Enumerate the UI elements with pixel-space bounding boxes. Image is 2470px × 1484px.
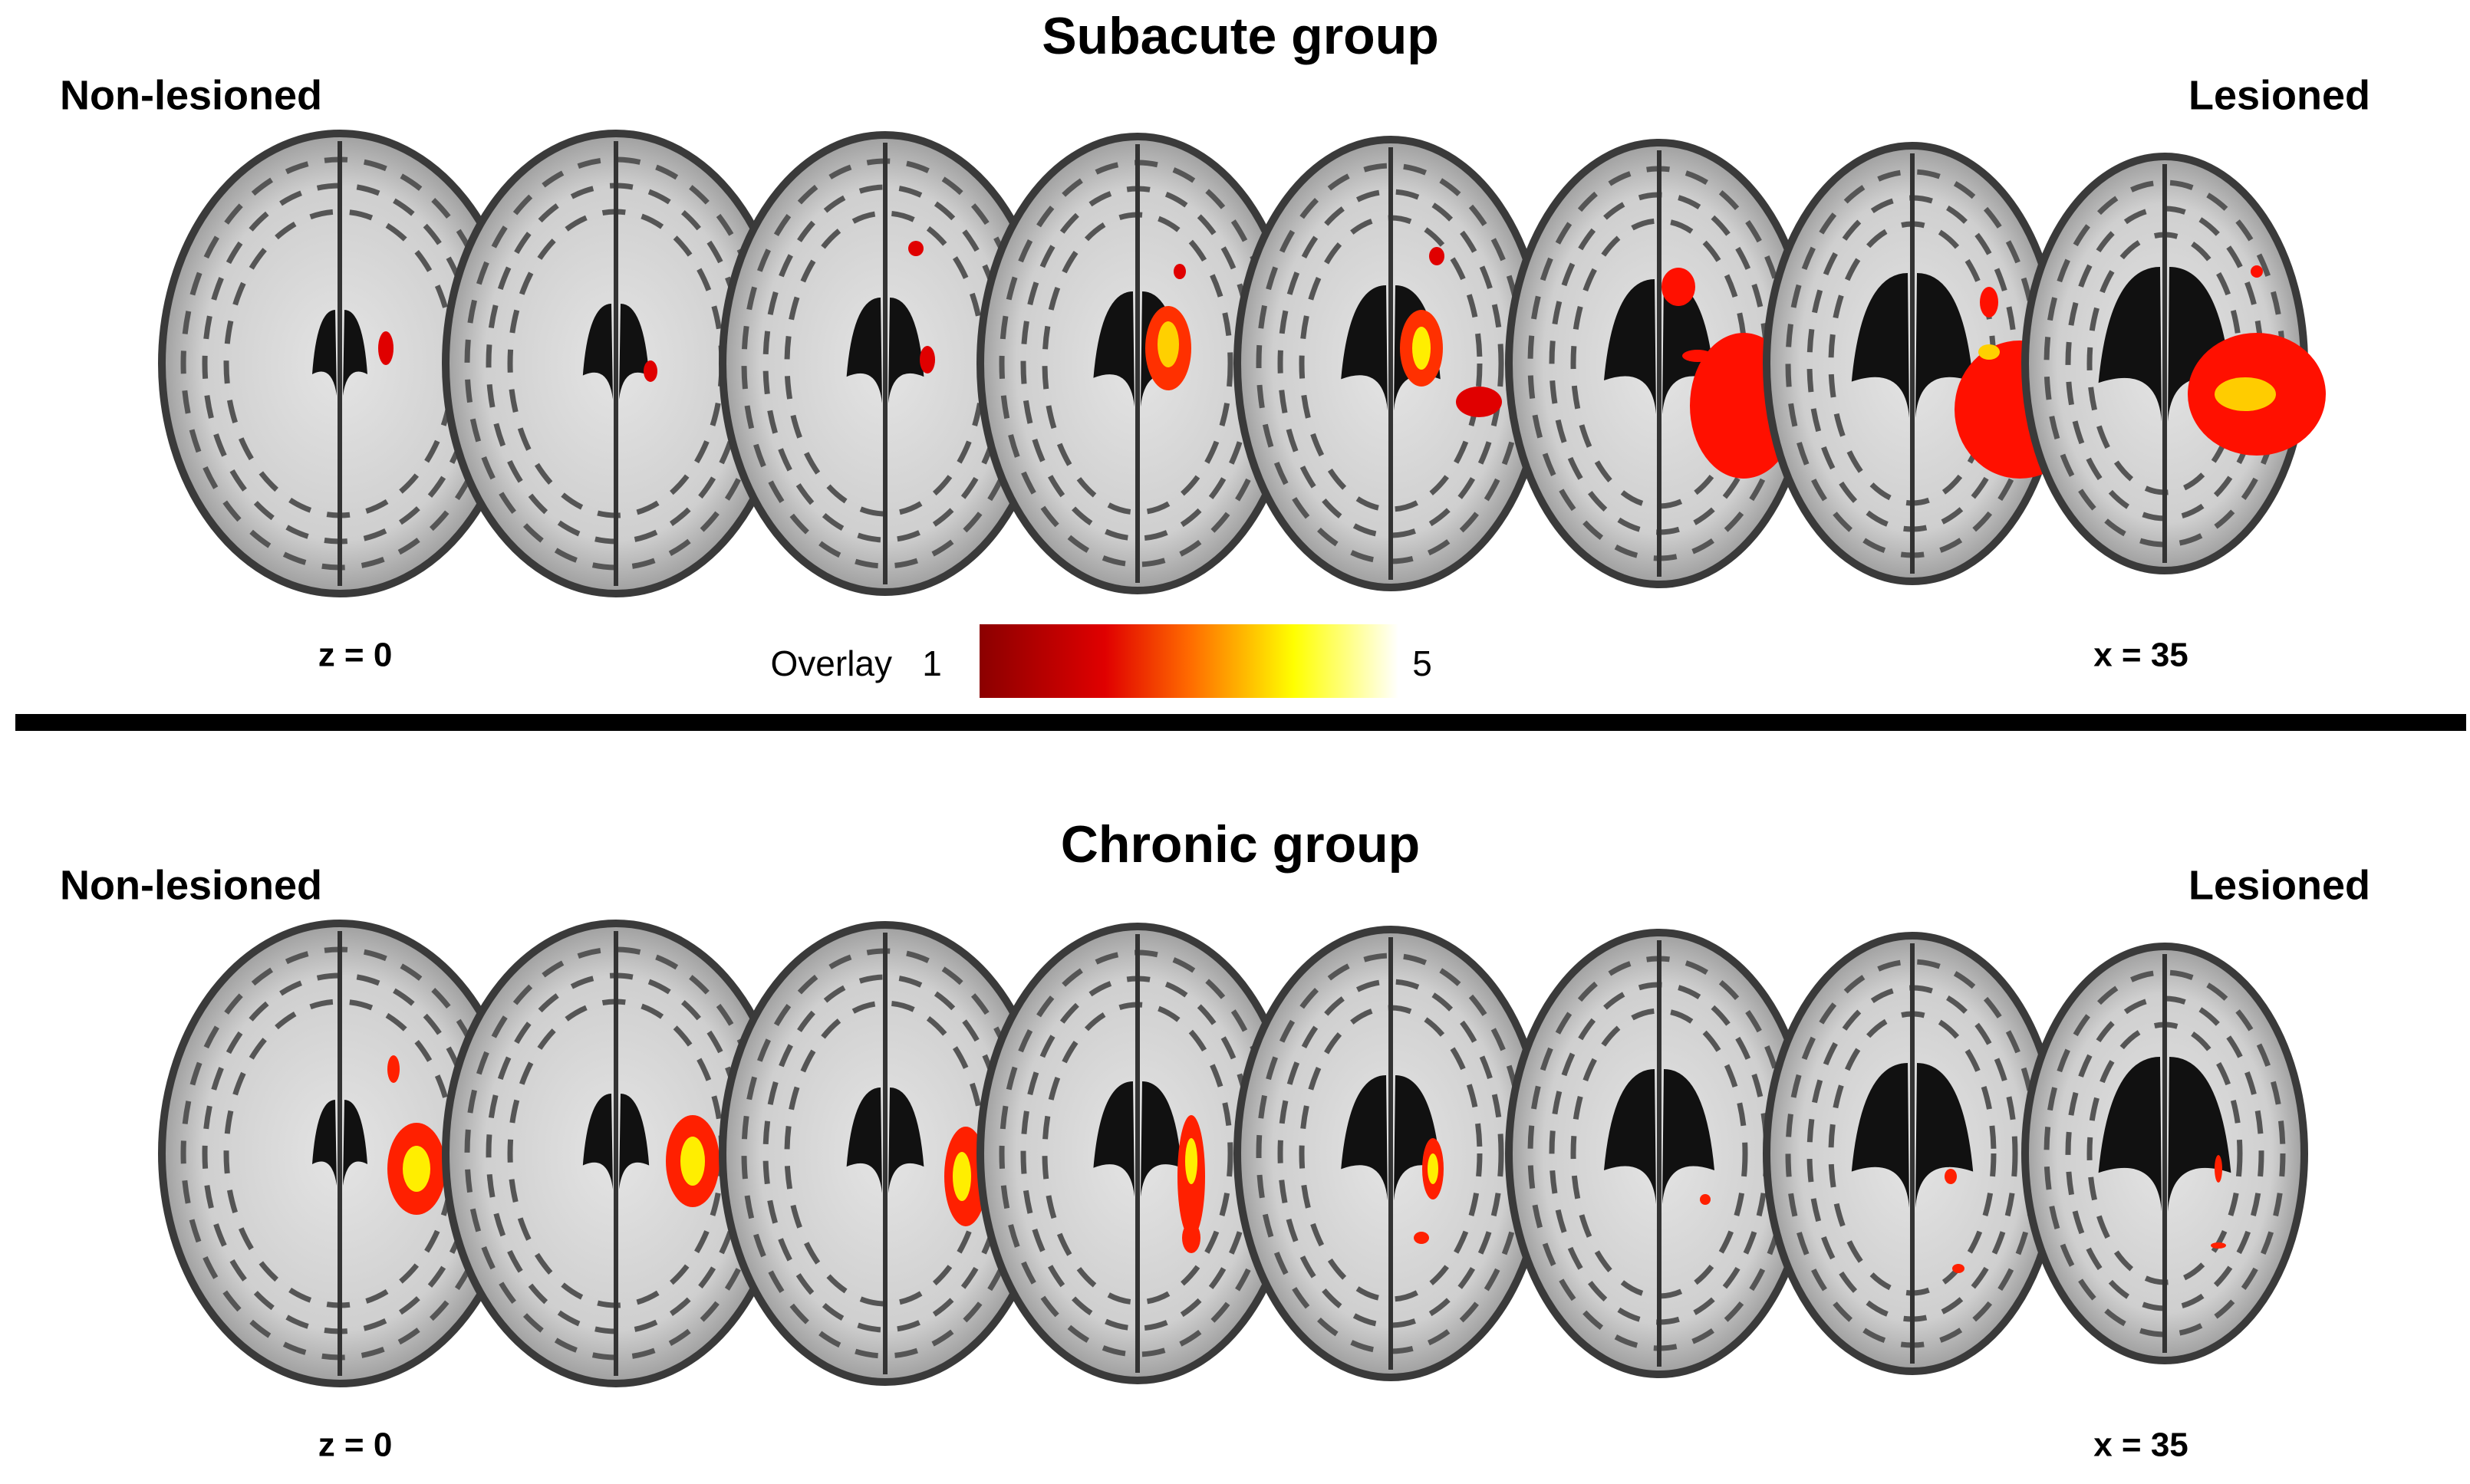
ventricle	[1662, 279, 1714, 414]
ventricle	[1093, 1081, 1135, 1197]
overlay-blob	[1182, 1222, 1200, 1253]
ventricle	[343, 310, 367, 396]
separator	[15, 714, 2466, 731]
gyri	[1277, 979, 1504, 1328]
overlay-blob	[2211, 1242, 2226, 1249]
colorbar	[980, 624, 1398, 698]
right-coord: x = 35	[2093, 637, 2188, 674]
gyri	[1277, 189, 1504, 538]
ventricle	[1141, 1081, 1182, 1197]
ventricle	[846, 1087, 882, 1193]
overlay-blob	[1952, 1264, 1964, 1273]
overlay-blob	[1428, 1153, 1438, 1184]
overlay-blob	[378, 331, 394, 365]
ventricle	[1394, 1075, 1441, 1201]
overlay-blob	[680, 1137, 705, 1186]
ventricle	[1604, 1069, 1656, 1204]
overlay-blob	[1978, 344, 2000, 360]
overlay-blob	[1945, 1169, 1957, 1184]
ventricle	[2098, 1057, 2162, 1212]
overlay-blob	[1700, 1194, 1711, 1205]
left-label: Non-lesioned	[60, 862, 322, 908]
overlay-blob	[1158, 321, 1179, 367]
right-label: Lesioned	[2188, 72, 2370, 118]
overlay-blob	[644, 360, 657, 382]
overlay-blob	[1412, 327, 1431, 370]
ventricle	[888, 298, 924, 403]
ventricle	[888, 1087, 924, 1193]
ventricle	[2168, 1057, 2231, 1212]
ventricle	[846, 298, 882, 403]
ventricle	[1915, 1063, 1974, 1208]
ventricle	[2168, 267, 2231, 422]
overlay-blob	[403, 1146, 430, 1192]
ventricle	[1851, 1063, 1909, 1208]
overlay-blob	[1682, 350, 1713, 362]
left-coord: z = 0	[318, 637, 393, 674]
left-label: Non-lesioned	[60, 72, 322, 118]
panel-title: Chronic group	[1061, 815, 1420, 874]
ventricle	[619, 304, 650, 400]
colorbar-label: Overlay	[771, 643, 892, 683]
ventricle	[1341, 1075, 1388, 1201]
ventricle	[582, 304, 613, 400]
ventricle	[1662, 1069, 1714, 1204]
ventricle	[1093, 291, 1135, 407]
overlay-blob	[2215, 1155, 2222, 1183]
ventricle	[1341, 285, 1388, 411]
overlay-blob	[1185, 1138, 1197, 1184]
overlay-blob	[908, 241, 924, 256]
overlay-blob	[920, 346, 935, 373]
overlay-blob	[2215, 377, 2276, 411]
overlay-blob	[1661, 268, 1695, 306]
brain-slices	[158, 130, 2326, 1387]
overlay-blob	[1174, 264, 1186, 279]
right-coord: x = 35	[2093, 1426, 2188, 1464]
colorbar-max: 5	[1412, 643, 1432, 683]
ventricle	[1915, 273, 1974, 418]
overlay-blob	[387, 1055, 400, 1083]
ventricle	[312, 310, 337, 396]
overlay-blob	[1414, 1232, 1429, 1244]
colorbar-min: 1	[922, 643, 942, 683]
ventricle	[2098, 267, 2162, 422]
overlay-blob	[2251, 265, 2263, 278]
overlay-blob	[1429, 247, 1444, 265]
ventricle	[312, 1100, 337, 1186]
overlay-blob	[953, 1152, 971, 1201]
panel-title: Subacute group	[1042, 7, 1439, 65]
ventricle	[1604, 279, 1656, 414]
overlay-blob	[1456, 387, 1502, 417]
ventricle	[582, 1094, 613, 1190]
left-coord: z = 0	[318, 1426, 393, 1464]
ventricle	[619, 1094, 650, 1190]
right-label: Lesioned	[2188, 862, 2370, 908]
ventricle	[1851, 273, 1909, 418]
overlay-blob	[1980, 287, 1998, 318]
gyri	[2044, 969, 2286, 1338]
ventricle	[343, 1100, 367, 1186]
